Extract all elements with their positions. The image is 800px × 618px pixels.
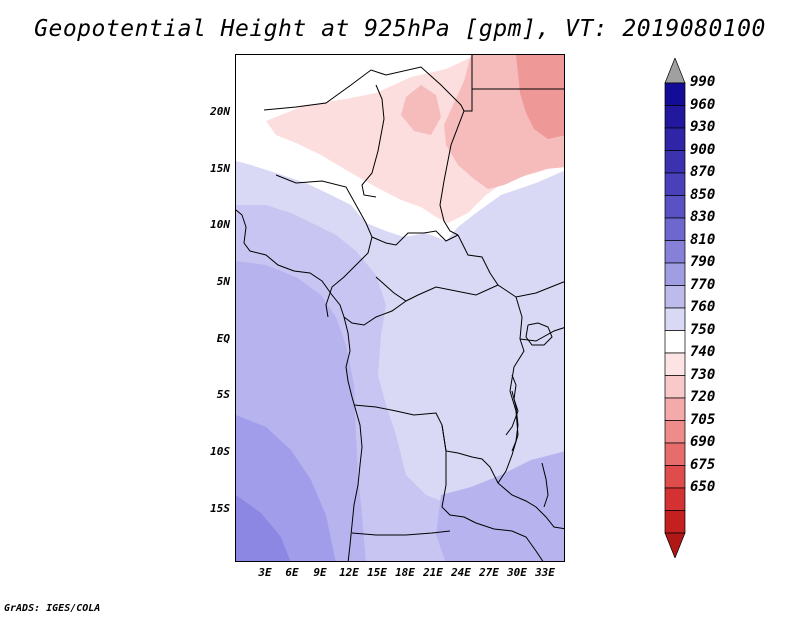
field-red-northeast (516, 55, 564, 139)
map-svg (236, 55, 564, 561)
lat-label-eq: EQ (216, 332, 230, 345)
border-congo (343, 300, 407, 326)
colorbar-label: 930 (690, 119, 716, 135)
colorbar-label: 830 (690, 209, 716, 225)
colorbar (664, 58, 686, 558)
colorbar-box (664, 240, 686, 264)
country-borders (236, 55, 564, 561)
colorbar-label: 720 (690, 389, 716, 405)
lon-label-15e: 15E (367, 566, 387, 579)
colorbar-box (664, 330, 686, 354)
lon-label-9e: 9E (313, 566, 327, 579)
colorbar-box (664, 510, 686, 534)
footer-credit: GrADS: IGES/COLA (4, 603, 101, 614)
colorbar-label: 900 (690, 141, 716, 158)
lat-label-10n: 10N (210, 218, 230, 231)
colorbar-box (664, 375, 686, 399)
lake-tanganyika (511, 390, 519, 452)
colorbar-box (664, 352, 686, 376)
lat-label-5s: 5S (216, 388, 230, 401)
lon-label-6e: 6E (285, 566, 299, 579)
colorbar-box (664, 150, 686, 174)
colorbar-label: 790 (690, 254, 716, 270)
lon-label-3e: 3E (258, 566, 272, 579)
field-deeper-blue-corner (236, 495, 291, 561)
colorbar-box (664, 195, 686, 219)
colorbar-label: 990 (690, 74, 716, 90)
border-sahara-west (263, 66, 465, 112)
colorbar-box (664, 127, 686, 151)
colorbar-box (664, 442, 686, 466)
colorbar-label: 770 (690, 276, 716, 293)
colorbar-label: 850 (690, 186, 716, 203)
border-drc-east (497, 296, 525, 484)
colorbar-label: 650 (690, 479, 716, 495)
lat-label-5n: 5N (216, 275, 230, 288)
colorbar-label: 760 (690, 299, 716, 315)
border-zimbabwe (475, 522, 544, 561)
colorbar-arrow-top (664, 58, 686, 84)
colorbar-box (664, 82, 686, 106)
lat-label-10s: 10S (210, 445, 230, 458)
border-zambia-mozambique (497, 482, 564, 530)
colorbar-label: 750 (690, 321, 716, 338)
lon-label-30e: 30E (507, 566, 527, 579)
map-panel (235, 54, 565, 562)
lon-label-12e: 12E (339, 566, 359, 579)
lat-label-15s: 15S (210, 502, 230, 515)
colorbar-box (664, 285, 686, 309)
colorbar-boxes (664, 58, 686, 558)
border-niger-chad (361, 84, 385, 198)
border-car-south (375, 276, 499, 302)
colorbar-label: 740 (690, 344, 716, 360)
lon-label-21e: 21E (423, 566, 443, 579)
height-field (236, 55, 564, 561)
colorbar-arrow-bottom (664, 532, 686, 558)
colorbar-label: 705 (690, 411, 716, 428)
border-libya-egypt (439, 55, 473, 236)
field-light-red-sahel (401, 85, 441, 135)
colorbar-box (664, 217, 686, 241)
map-title: Geopotential Height at 925hPa [gpm], VT:… (34, 16, 766, 42)
colorbar-box (664, 397, 686, 421)
colorbar-box (664, 420, 686, 444)
colorbar-label: 870 (690, 164, 716, 180)
border-car-north (371, 230, 459, 246)
field-mid-blue-southeast (436, 451, 564, 561)
lat-label-15n: 15N (210, 162, 230, 175)
colorbar-label: 675 (690, 456, 716, 473)
lon-label-33e: 33E (535, 566, 555, 579)
colorbar-box (664, 262, 686, 286)
lake-victoria (525, 322, 553, 346)
colorbar-box (664, 105, 686, 129)
lake-malawi (541, 462, 549, 508)
border-angola-namibia (351, 530, 451, 536)
colorbar-box (664, 307, 686, 331)
lat-label-20n: 20N (210, 105, 230, 118)
lon-label-18e: 18E (395, 566, 415, 579)
colorbar-box (664, 487, 686, 511)
colorbar-box (664, 465, 686, 489)
colorbar-label: 960 (690, 96, 716, 113)
colorbar-label: 730 (690, 366, 716, 383)
coastline-west (236, 209, 363, 561)
colorbar-box (664, 172, 686, 196)
colorbar-label: 810 (690, 231, 716, 248)
border-angola-zambia (441, 424, 477, 524)
lon-label-27e: 27E (479, 566, 499, 579)
colorbar-label: 690 (690, 434, 716, 450)
lon-label-24e: 24E (451, 566, 471, 579)
